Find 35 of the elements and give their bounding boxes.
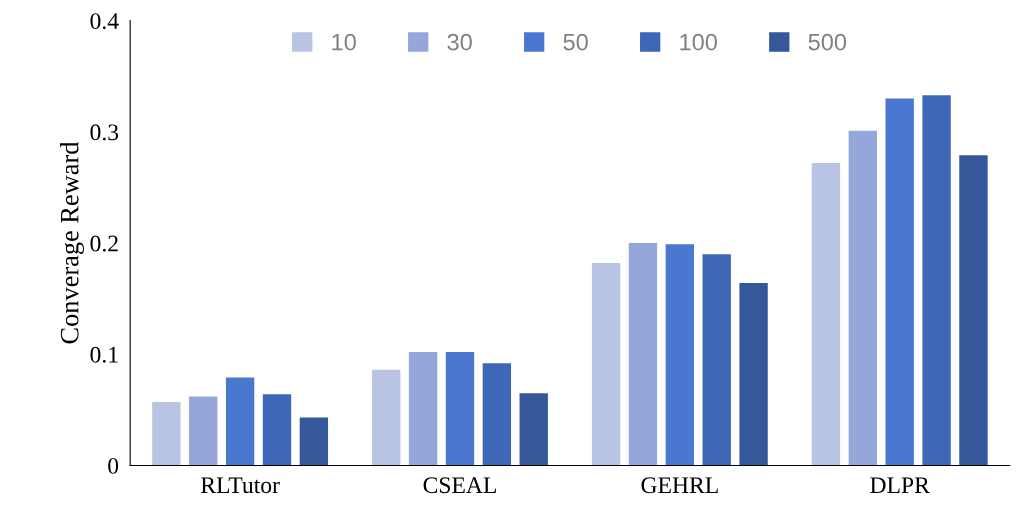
bar: [408, 352, 438, 466]
legend-label: 10: [332, 33, 356, 51]
y-tick-label: 0.4: [90, 13, 119, 30]
legend-label: 100: [680, 33, 717, 51]
bar: [299, 417, 329, 466]
legend-label: 50: [563, 33, 588, 51]
legend-label: 500: [808, 33, 847, 51]
bar: [519, 393, 548, 466]
bar: [262, 394, 292, 466]
bar: [665, 244, 695, 466]
bar: [848, 130, 877, 466]
x-tick-label: DLPR: [870, 477, 930, 493]
bar: [591, 263, 621, 466]
bar: [225, 377, 255, 466]
x-tick-label: GEHRL: [641, 477, 718, 494]
bar: [372, 369, 401, 466]
bar: [445, 352, 475, 466]
bar: [959, 155, 988, 466]
bar: [628, 243, 658, 466]
legend-label: 30: [447, 33, 472, 51]
y-tick-label: 0.3: [90, 124, 119, 141]
y-tick-label: 0.2: [90, 235, 118, 252]
bar: [739, 283, 768, 466]
bar: [702, 254, 731, 466]
bar: [922, 95, 951, 466]
bar: [811, 162, 841, 466]
x-tick-label: RLTutor: [200, 477, 280, 494]
bar: [189, 396, 218, 466]
y-tick-label: 0.1: [90, 346, 118, 363]
bar: [482, 363, 512, 466]
y-tick-label: 0: [108, 457, 119, 474]
bar: [152, 402, 181, 466]
x-tick-label: CSEAL: [423, 477, 496, 494]
y-axis-title: Converage Reward: [59, 141, 84, 344]
bar: [885, 98, 914, 466]
